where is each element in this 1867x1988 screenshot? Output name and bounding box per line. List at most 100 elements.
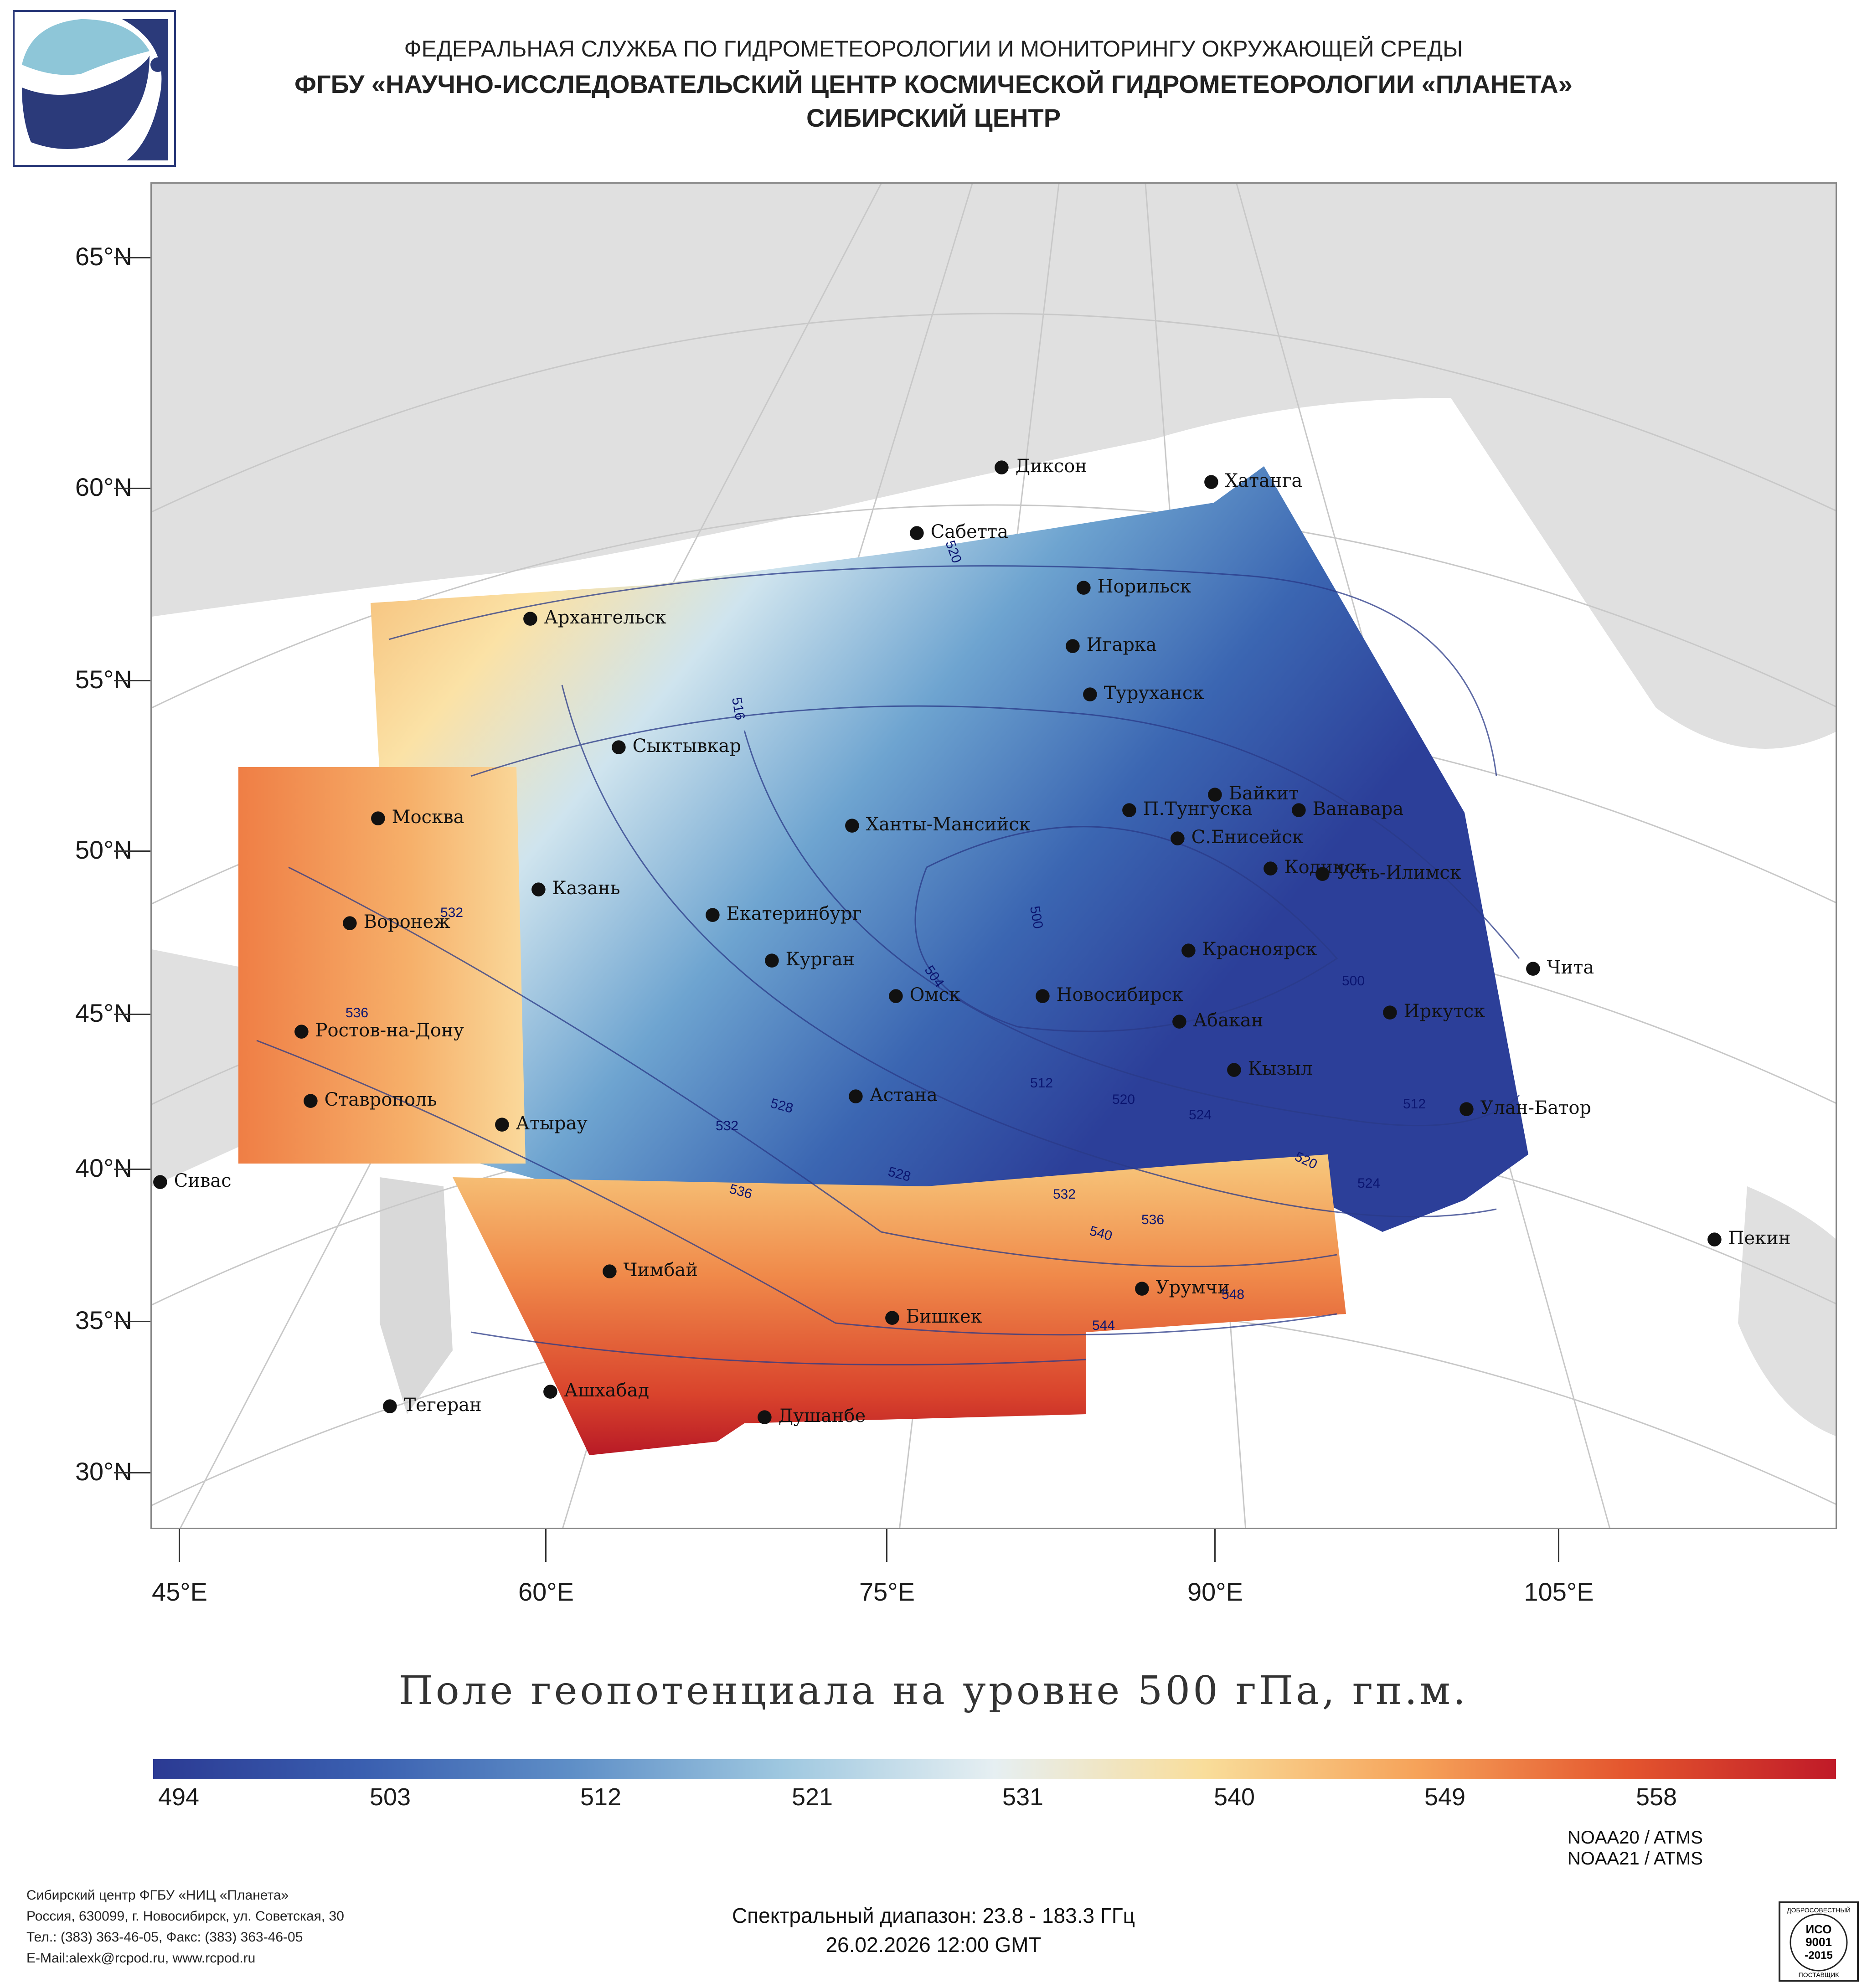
- footer-spectral: Спектральный диапазон: 23.8 - 183.3 ГГц: [732, 1904, 1135, 1927]
- colorbar-label: 521: [791, 1783, 833, 1811]
- footer-org-line: E-Mail:alexk@rcpod.ru, www.rcpod.ru: [26, 1951, 256, 1966]
- city-label: ● Пекин: [1707, 1228, 1791, 1249]
- city-label: ● Улан-Батор: [1459, 1097, 1592, 1118]
- lon-label: 105°E: [1524, 1577, 1594, 1606]
- lat-label: 35°N: [75, 1306, 132, 1334]
- lon-tick: [179, 1529, 180, 1562]
- city-label: ● Воронеж: [342, 912, 450, 932]
- colorbar-label: 540: [1213, 1783, 1255, 1811]
- city-label: ● Иркутск: [1382, 1001, 1485, 1022]
- iso-badge-9001: 9001: [1805, 1935, 1832, 1949]
- lon-label: 45°E: [151, 1577, 208, 1606]
- city-label: ● Норильск: [1076, 576, 1191, 597]
- colorbar-label: 494: [158, 1783, 200, 1811]
- colorbar-label: 503: [369, 1783, 411, 1811]
- footer-datetime: 26.02.2026 12:00 GMT: [825, 1933, 1042, 1957]
- contour-label: 532: [1053, 1187, 1076, 1202]
- map-canvas: [152, 184, 1836, 1528]
- footer-org-line: Сибирский центр ФГБУ «НИЦ «Планета»: [26, 1888, 289, 1903]
- contour-label: 536: [1141, 1212, 1165, 1227]
- contour-label: 532: [716, 1118, 739, 1133]
- footer-satellite: NOAA21 / ATMS: [1567, 1849, 1703, 1869]
- city-label: ● Сыктывкар: [611, 736, 742, 757]
- lat-label: 55°N: [75, 665, 132, 694]
- iso-badge: ДОБРОСОВЕСТНЫЙ ИСО 9001 -2015 ПОСТАВЩИК: [1779, 1901, 1859, 1982]
- lat-tick: [114, 850, 150, 852]
- footer-satellite: NOAA20 / ATMS: [1567, 1828, 1703, 1848]
- contour-label: 536: [346, 1005, 369, 1020]
- lat-label: 60°N: [75, 473, 132, 501]
- city-label: ● Курган: [764, 949, 855, 970]
- contour-label: 524: [1189, 1107, 1212, 1123]
- city-label: ● Омск: [888, 984, 960, 1005]
- city-label: ● Игарка: [1065, 634, 1157, 655]
- contour-label: 532: [440, 905, 464, 920]
- lat-tick: [114, 1321, 150, 1322]
- city-label: ● Астана: [848, 1085, 938, 1106]
- colorbar-label: 531: [1002, 1783, 1044, 1811]
- colorbar-label: 558: [1635, 1783, 1677, 1811]
- footer-org-line: Тел.: (383) 363-46-05, Факс: (383) 363-4…: [26, 1930, 303, 1945]
- iso-badge-iso: ИСО: [1805, 1922, 1831, 1936]
- city-label: ● Байкит: [1207, 783, 1299, 804]
- city-label: ● П.Тунгуска: [1121, 798, 1253, 819]
- header-center: СИБИРСКИЙ ЦЕНТР: [806, 103, 1061, 132]
- city-label: ● Ванавара: [1291, 798, 1404, 819]
- lon-tick: [545, 1529, 547, 1562]
- header-institute: ФГБУ «НАУЧНО-ИССЛЕДОВАТЕЛЬСКИЙ ЦЕНТР КОС…: [294, 70, 1573, 98]
- city-label: ● Сивас: [152, 1170, 232, 1191]
- lat-tick: [114, 1472, 150, 1473]
- footer-org-line: Россия, 630099, г. Новосибирск, ул. Сове…: [26, 1909, 344, 1924]
- lat-label: 45°N: [75, 999, 132, 1027]
- city-label: ● Кызыл: [1226, 1058, 1313, 1079]
- lon-tick: [1558, 1529, 1559, 1562]
- lat-tick: [114, 257, 150, 258]
- lat-label: 40°N: [75, 1154, 132, 1182]
- lon-tick: [1214, 1529, 1216, 1562]
- contour-label: 524: [1357, 1176, 1381, 1191]
- city-label: ● Сабетта: [909, 521, 1008, 542]
- contour-label: 548: [1222, 1287, 1245, 1302]
- lat-label: 30°N: [75, 1457, 132, 1486]
- iso-badge-bottom: ПОСТАВЩИК: [1799, 1971, 1840, 1978]
- city-label: ● Кодинск: [1263, 857, 1367, 878]
- contour-label: 500: [1342, 973, 1365, 989]
- city-label: ● Туруханск: [1082, 683, 1204, 704]
- colorbar: [153, 1759, 1836, 1779]
- header-agency: ФЕДЕРАЛЬНАЯ СЛУЖБА ПО ГИДРОМЕТЕОРОЛОГИИ …: [404, 36, 1463, 62]
- city-label: ● Атырау: [494, 1113, 588, 1134]
- lon-label: 90°E: [1187, 1577, 1243, 1606]
- city-label: ● Чита: [1525, 957, 1594, 978]
- iso-badge-top: ДОБРОСОВЕСТНЫЙ: [1787, 1906, 1851, 1914]
- city-label: ● Ашхабад: [542, 1380, 650, 1401]
- contour-label: 520: [1112, 1092, 1135, 1107]
- lat-tick: [114, 488, 150, 489]
- city-label: ● Бишкек: [884, 1306, 982, 1327]
- contour-label: 512: [1403, 1097, 1426, 1112]
- colorbar-label: 549: [1424, 1783, 1466, 1811]
- city-label: ● Ханты-Мансийск: [844, 814, 1031, 835]
- city-label: ● Казань: [531, 878, 620, 899]
- city-label: ● Архангельск: [522, 607, 666, 628]
- lat-tick: [114, 680, 150, 681]
- lon-label: 60°E: [518, 1577, 574, 1606]
- city-label: ● Новосибирск: [1035, 984, 1184, 1005]
- lon-tick: [886, 1529, 887, 1562]
- city-label: ● Ставрополь: [303, 1089, 437, 1110]
- city-label: ● Хатанга: [1203, 470, 1303, 491]
- city-label: ● Москва: [370, 807, 464, 828]
- city-label: ● С.Енисейск: [1170, 827, 1304, 848]
- iso-badge-2015: -2015: [1805, 1949, 1832, 1962]
- contour-label: 544: [1092, 1318, 1115, 1333]
- map-panel: [150, 182, 1837, 1529]
- lat-label: 50°N: [75, 835, 132, 864]
- lat-tick: [114, 1169, 150, 1170]
- map-title: Поле геопотенциала на уровне 500 гПа, гп…: [398, 1668, 1469, 1714]
- lat-label: 65°N: [75, 242, 132, 271]
- lon-label: 75°E: [859, 1577, 915, 1606]
- city-label: ● Урумчи: [1134, 1277, 1230, 1298]
- city-label: ● Усть-Илимск: [1315, 862, 1461, 883]
- city-label: ● Ростов-на-Дону: [294, 1020, 464, 1041]
- city-label: ● Душанбе: [757, 1406, 866, 1427]
- city-label: ● Красноярск: [1181, 939, 1317, 960]
